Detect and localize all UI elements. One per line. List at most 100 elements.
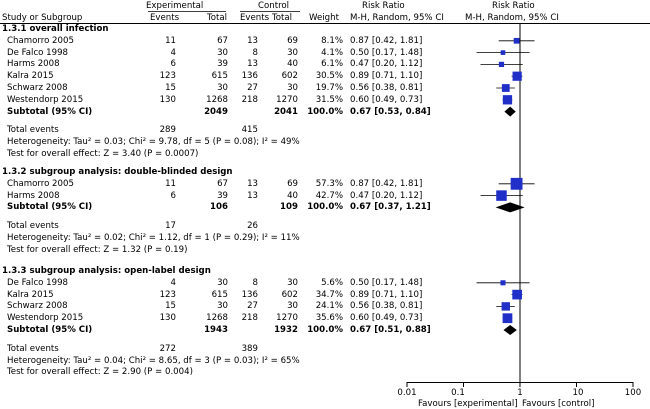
group-title: 1.3.1 overall infection — [2, 24, 109, 34]
study-name: Schwarz 2008 — [7, 301, 68, 312]
exp-events: 130 — [159, 313, 176, 324]
header-method: M-H, Random, 95% CI — [350, 13, 444, 23]
weight: 30.5% — [315, 71, 343, 82]
ctrl-events: 13 — [247, 190, 258, 201]
ctrl-events: 136 — [241, 289, 258, 300]
subtotal-weight: 100.0% — [307, 202, 343, 213]
risk-ratio-ci: 0.47 [0.20, 1.12] — [350, 190, 423, 201]
weight: 42.7% — [315, 190, 343, 201]
study-marker — [496, 190, 507, 201]
header-method-plot: M-H, Random, 95% CI — [465, 13, 559, 23]
study-marker — [500, 280, 506, 286]
favours-control: Favours [control] — [522, 399, 595, 409]
exp-events: 11 — [165, 178, 176, 189]
subtotal-risk-ratio: 0.67 [0.53, 0.84] — [350, 106, 431, 117]
group-title: 1.3.2 subgroup analysis: double-blinded … — [2, 167, 233, 177]
risk-ratio-ci: 0.60 [0.49, 0.73] — [350, 94, 423, 105]
weight: 8.1% — [321, 35, 343, 46]
exp-total: 30 — [217, 47, 228, 58]
exp-total: 1268 — [206, 94, 228, 105]
ctrl-events: 136 — [241, 71, 258, 82]
overall-effect: Test for overall effect: Z = 2.90 (P = 0… — [7, 367, 193, 378]
axis-tick-label: 10 — [572, 388, 584, 398]
total-events-label: Total events — [7, 343, 59, 354]
header-events-control: Events — [240, 13, 270, 23]
weight: 19.7% — [315, 83, 343, 93]
study-marker — [510, 177, 523, 190]
total-events-ctrl: 415 — [241, 125, 258, 136]
subtotal-ctrl-total: 1932 — [274, 325, 298, 335]
header-total-control: Total — [272, 13, 293, 23]
exp-total: 39 — [217, 190, 228, 201]
overall-effect: Test for overall effect: Z = 3.40 (P = 0… — [7, 149, 199, 159]
study-marker — [501, 84, 510, 92]
risk-ratio-ci: 0.56 [0.38, 0.81] — [350, 301, 423, 312]
ctrl-events: 27 — [247, 83, 258, 93]
header-events: Events — [150, 13, 180, 23]
study-name: Kalra 2015 — [7, 289, 54, 300]
weight: 4.1% — [321, 47, 343, 58]
exp-total: 1268 — [206, 313, 228, 324]
exp-events: 15 — [165, 83, 176, 93]
study-marker — [502, 95, 513, 105]
heterogeneity: Heterogeneity: Tau² = 0.02; Chi² = 1.12,… — [7, 233, 300, 243]
subtotal-ctrl-total: 2041 — [274, 106, 298, 117]
weight: 34.7% — [315, 289, 343, 300]
subtotal-label: Subtotal (95% CI) — [7, 106, 93, 117]
ctrl-events: 13 — [247, 35, 258, 46]
ctrl-total: 30 — [287, 277, 298, 288]
study-name: De Falco 1998 — [7, 277, 69, 288]
risk-ratio-ci: 0.50 [0.17, 1.48] — [350, 47, 423, 58]
study-name: Chamorro 2005 — [7, 35, 74, 46]
exp-events: 15 — [165, 301, 176, 312]
ctrl-total: 30 — [287, 47, 298, 58]
study-name: Westendorp 2015 — [7, 94, 84, 105]
heterogeneity: Heterogeneity: Tau² = 0.03; Chi² = 9.78,… — [7, 137, 300, 148]
header-risk-ratio: Risk Ratio — [362, 1, 405, 11]
exp-events: 130 — [159, 94, 176, 105]
study-marker — [512, 289, 522, 300]
pooled-diamond — [503, 325, 517, 335]
exp-total: 67 — [217, 178, 228, 189]
exp-total: 615 — [211, 289, 228, 300]
risk-ratio-ci: 0.87 [0.42, 1.81] — [350, 178, 423, 189]
ctrl-events: 13 — [247, 178, 258, 189]
exp-events: 4 — [170, 277, 176, 288]
header-total: Total — [207, 13, 228, 23]
subtotal-weight: 100.0% — [307, 325, 343, 335]
exp-total: 30 — [217, 301, 228, 312]
ctrl-total: 30 — [287, 83, 298, 93]
study-marker — [498, 61, 505, 68]
study-marker — [501, 302, 510, 311]
subtotal-exp-total: 106 — [210, 202, 228, 213]
subtotal-risk-ratio: 0.67 [0.51, 0.88] — [350, 325, 431, 335]
total-events-exp: 289 — [159, 125, 176, 136]
weight: 35.6% — [315, 313, 343, 324]
subtotal-exp-total: 2049 — [204, 106, 228, 117]
study-name: Kalra 2015 — [7, 71, 54, 82]
weight: 31.5% — [315, 94, 343, 105]
subtotal-weight: 100.0% — [307, 106, 343, 117]
ctrl-total: 30 — [287, 301, 298, 312]
overall-effect: Test for overall effect: Z = 1.32 (P = 0… — [7, 244, 188, 255]
ctrl-total: 602 — [281, 71, 298, 82]
risk-ratio-ci: 0.47 [0.20, 1.12] — [350, 59, 423, 70]
header-experimental: Experimental — [146, 1, 204, 11]
ctrl-events: 13 — [247, 59, 258, 70]
total-events-ctrl: 26 — [247, 221, 258, 232]
exp-total: 30 — [217, 277, 228, 288]
subtotal-risk-ratio: 0.67 [0.37, 1.21] — [350, 202, 431, 213]
group-title: 1.3.3 subgroup analysis: open-label desi… — [2, 266, 211, 276]
subtotal-label: Subtotal (95% CI) — [7, 202, 93, 213]
risk-ratio-ci: 0.87 [0.42, 1.81] — [350, 35, 423, 46]
study-name: De Falco 1998 — [7, 47, 69, 58]
risk-ratio-ci: 0.60 [0.49, 0.73] — [350, 313, 423, 324]
study-name: Schwarz 2008 — [7, 83, 68, 93]
exp-events: 6 — [170, 59, 176, 70]
header-study-col: Study or Subgroup — [2, 13, 83, 23]
ctrl-total: 602 — [281, 289, 298, 300]
study-name: Harms 2008 — [7, 190, 60, 201]
exp-total: 30 — [217, 83, 228, 93]
study-marker — [500, 50, 506, 55]
